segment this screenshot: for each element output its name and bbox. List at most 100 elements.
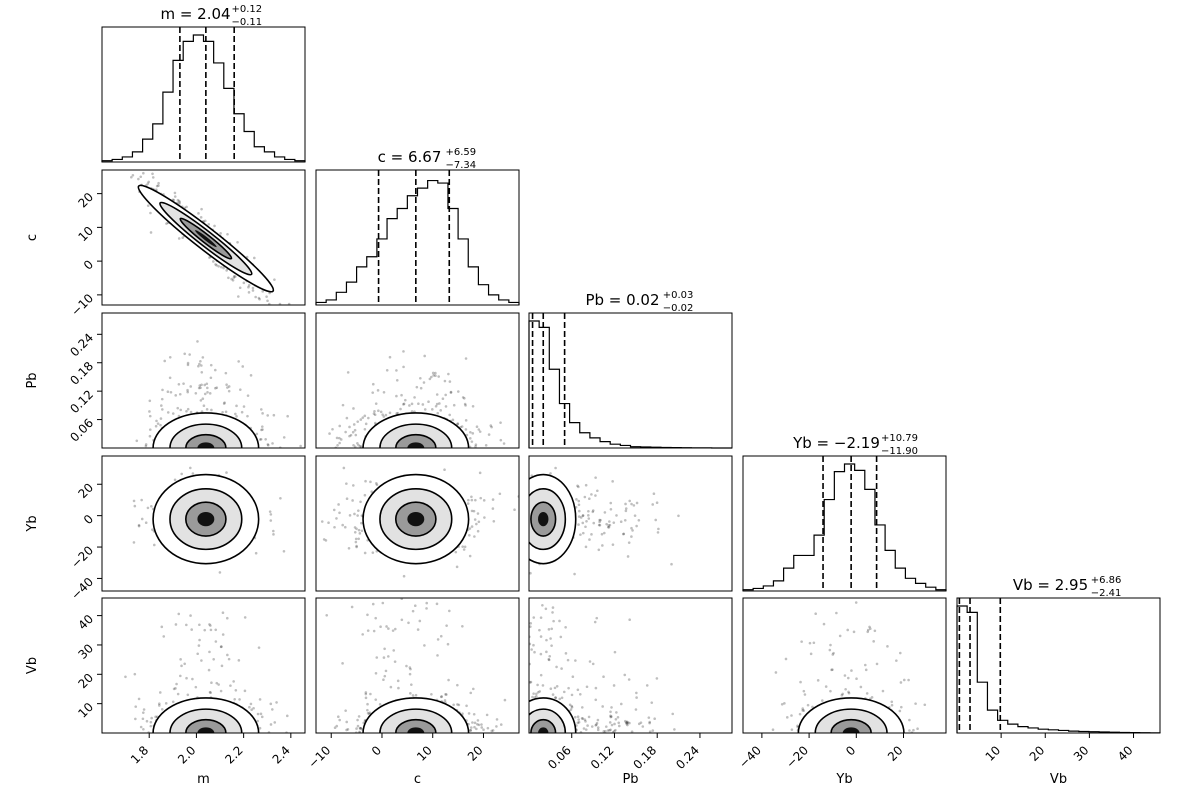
sample-point [469,729,472,732]
sample-point [434,371,437,375]
sample-point [422,381,426,384]
sample-point [62,106,65,109]
sample-point [581,531,585,535]
hist-title-plus-c: +6.59 [446,147,477,158]
hist-title-plus-Pb: +0.03 [663,290,694,301]
sample-point [174,687,177,690]
y-tick-label: −10 [68,291,96,319]
sample-point [600,532,604,536]
y-tick-label: 10 [75,224,96,245]
sample-point [547,658,551,662]
sample-point [588,497,591,500]
sample-point [205,382,209,386]
sample-point [124,675,127,679]
sample-point [637,519,641,522]
sample-point [355,545,358,549]
sample-point [576,715,580,719]
sample-point [623,673,627,677]
sample-point [597,548,601,552]
sample-point [151,176,155,179]
sample-point [434,404,438,408]
sample-point [434,374,437,378]
sample-point [181,236,184,239]
sample-point [238,286,242,290]
sample-point [439,409,443,412]
sample-point [431,371,435,375]
sample-point [218,571,222,574]
sample-point [237,360,240,363]
sample-point [630,535,633,538]
sample-point [456,390,460,393]
sample-point [194,685,198,689]
sample-point [241,365,245,368]
sample-point [657,527,660,531]
sample-point [531,695,534,699]
sample-point [214,628,218,632]
hist-frame-m [101,26,306,163]
sample-point [154,715,157,719]
sample-point [385,368,389,372]
sample-point [790,714,793,717]
sample-point [402,365,405,369]
sample-point [232,680,235,683]
hist-title-plus-Yb: +10.79 [881,433,918,444]
sample-point [146,204,150,207]
contour-peak [407,727,425,733]
sample-point [628,721,631,725]
sample-point [253,256,256,260]
sample-point [900,705,903,709]
sample-point [220,664,224,668]
hist-title-minus-m: −0.11 [232,17,263,28]
sample-point [177,237,181,240]
scatter-frame [101,455,306,592]
sample-point [530,648,533,651]
sample-point [356,724,360,728]
sample-point [824,685,828,688]
sample-point [137,177,140,181]
x-axis-m: 1.8 2.0 2.2 2.4 m [128,733,293,787]
sample-point [606,729,610,732]
sample-point [385,625,388,628]
x-tick-label: 0.06 [545,743,574,772]
sample-point [225,269,228,272]
sample-point [345,720,349,724]
sample-point [899,681,903,684]
sample-point [468,437,472,440]
sample-point [169,390,173,394]
x-tick-label: 20 [885,743,906,764]
sample-point [371,602,375,606]
x-tick-label: 2.2 [222,743,245,766]
sample-point [269,702,273,706]
sample-point [150,716,153,720]
sample-point [370,490,374,494]
sample-point [579,516,583,519]
sample-point [628,499,632,503]
sample-point [549,687,553,691]
sample-point [498,492,502,496]
x-axis-label-c: c [414,772,421,787]
sample-point [648,730,652,733]
sample-point [359,500,362,504]
sample-point [129,165,132,168]
scatter-panel-Pb-Vb [528,597,733,734]
sample-point [529,571,532,575]
sample-point [427,400,430,404]
sample-point [392,649,396,652]
sample-point [133,672,137,676]
sample-point [440,695,443,699]
sample-point [455,565,459,569]
sample-point [577,523,580,526]
sample-point [177,612,181,616]
sample-point [236,240,239,244]
sample-point [189,385,193,388]
sample-point [626,721,630,724]
sample-point [430,692,433,696]
sample-point [605,522,608,526]
sample-point [261,412,264,415]
sample-point [246,394,250,397]
sample-point [379,410,383,414]
sample-point [149,211,152,215]
sample-point [267,302,271,305]
sample-point [590,533,593,536]
sample-point [597,523,601,527]
